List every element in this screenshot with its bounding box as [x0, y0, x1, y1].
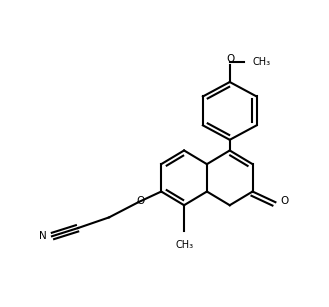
Text: CH₃: CH₃	[253, 56, 271, 67]
Text: O: O	[280, 196, 289, 206]
Text: CH₃: CH₃	[175, 240, 193, 250]
Text: N: N	[39, 231, 47, 241]
Text: O: O	[227, 54, 235, 64]
Text: O: O	[136, 196, 144, 206]
